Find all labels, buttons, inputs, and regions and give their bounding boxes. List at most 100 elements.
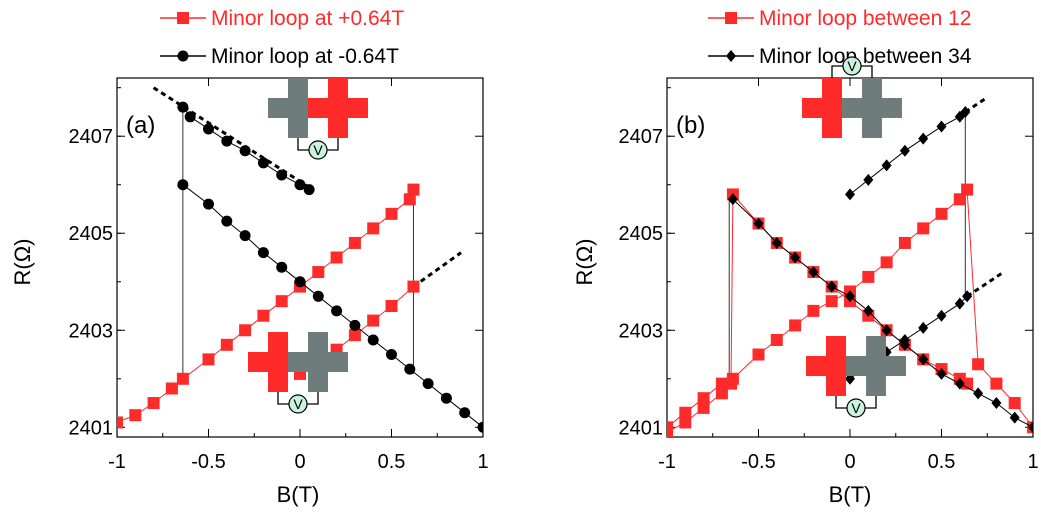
data-point [961,183,974,196]
panel-label: (a) [126,112,155,139]
data-point [440,392,452,404]
legend-label: Minor loop between 12 [759,7,971,30]
data-point [177,101,189,113]
data-point [972,358,985,371]
data-point [881,324,892,337]
legend-entry: Minor loop at +0.64T [160,7,404,30]
x-tick-label: 1 [477,451,488,473]
data-point [312,290,324,302]
data-point [845,290,855,303]
data-point [953,193,966,206]
x-tick-label: -1 [658,451,676,473]
data-point [990,377,1003,390]
legend-entry: Minor loop between 12 [708,7,971,30]
x-tick-label: 0 [844,451,855,473]
data-point [918,353,929,366]
data-point [899,333,910,346]
plot-area [117,86,483,433]
voltmeter-label: V [847,58,857,74]
data-point [330,251,343,264]
y-axis-title: R(Ω) [10,239,35,286]
data-point [184,111,196,123]
data-point [348,329,361,342]
data-point [367,222,380,235]
data-point [807,304,820,317]
x-tick-label: 0 [294,451,305,473]
data-point [129,409,142,422]
data-series [667,183,1033,434]
data-point [863,304,874,317]
data-point [789,319,802,332]
data-point [257,309,270,322]
data-point [962,290,973,303]
data-point [679,416,692,429]
data-point [790,251,801,264]
x-tick-label: 0.5 [928,451,956,473]
data-point [459,407,471,419]
legend-label: Minor loop at +0.64T [211,7,404,30]
voltmeter-wire-left [831,65,843,78]
y-tick-label: 2407 [69,126,114,148]
data-point [422,378,434,390]
panel-label: (b) [676,112,705,139]
data-point [918,132,929,145]
data-point [176,372,189,385]
data-point [918,321,929,334]
y-tick-label: 2407 [619,126,664,148]
data-point [331,305,343,317]
chart-panel-b: Minor loop between 12 Minor loop between … [572,7,1039,507]
data-series [845,105,971,201]
x-axis-title: B(T) [277,482,320,507]
data-point [165,382,178,395]
data-point [881,159,892,172]
data-point [753,217,764,230]
data-point [348,236,361,249]
data-point [825,295,838,308]
data-point [770,333,783,346]
data-point [203,123,214,135]
device-inset-top: V [802,56,902,138]
data-point [863,173,874,186]
data-point [917,222,930,235]
y-axis-title: R(Ω) [572,239,597,286]
data-point [117,416,123,429]
data-point [202,353,215,366]
data-point [239,324,252,337]
data-point [147,397,160,410]
data-point [880,256,893,269]
x-tick-label: 1 [1027,451,1038,473]
y-tick-label: 2405 [619,223,664,245]
x-axis-title: B(T) [829,482,872,507]
data-point [407,183,420,196]
data-point [898,236,911,249]
data-point [697,401,710,414]
y-tick-label: 2403 [619,320,664,342]
legend-entry: Minor loop between 34 [708,45,972,68]
device-inset-top: V [268,78,368,160]
data-point [367,334,379,346]
data-point [715,377,728,390]
voltmeter-wire-right [327,138,339,151]
y-tick-label: 2401 [69,417,114,439]
data-point [961,377,974,390]
data-point [294,179,306,191]
data-point [936,309,947,322]
voltmeter-label: V [313,142,323,158]
data-point [726,372,739,385]
y-tick-label: 2403 [69,320,114,342]
data-point [477,421,483,433]
voltmeter-label: V [293,396,303,412]
y-tick-label: 2401 [619,417,664,439]
data-point [715,387,728,400]
dashed-guide-line [966,270,1005,298]
data-point [367,314,380,327]
voltmeter-wire-right [307,392,319,405]
voltmeter-icon [842,56,862,76]
data-point [808,266,819,279]
data-point [239,145,251,157]
y-tick-label: 2405 [69,223,114,245]
data-point [385,300,398,313]
legend-marker [726,50,736,62]
voltmeter-wire-right [865,396,877,409]
data-point [1009,411,1020,424]
